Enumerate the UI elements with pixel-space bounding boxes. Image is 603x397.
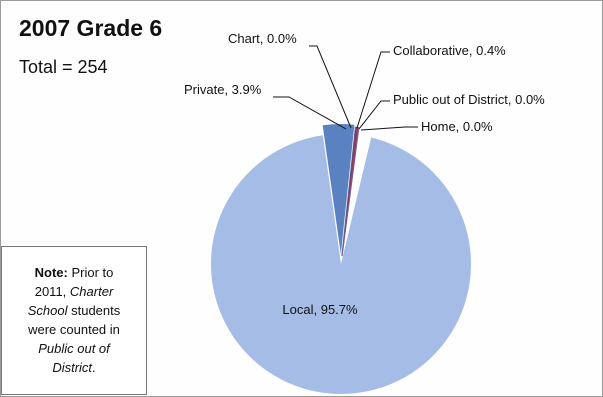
note-box: Note: Prior to 2011, Charter School stud… <box>1 246 147 395</box>
note-text-4: School <box>27 303 68 318</box>
note-text-1: Prior to <box>71 265 114 280</box>
note-text-6: were counted in <box>28 322 120 337</box>
note-text-9: . <box>92 360 96 375</box>
slice-label-collaborative: Collaborative, 0.4% <box>393 43 506 58</box>
pie-slice-private <box>322 124 355 255</box>
slice-label-public-out-of-district: Public out of District, 0.0% <box>393 92 545 107</box>
note-text-3: Charter <box>69 284 114 299</box>
slice-label-private: Private, 3.9% <box>184 82 262 97</box>
leader-line-home <box>360 126 418 131</box>
pie-slices <box>211 124 472 394</box>
chart-subtitle: Total = 254 <box>19 57 108 77</box>
leader-lines <box>273 45 418 131</box>
slice-label-home: Home, 0.0% <box>421 119 493 134</box>
pie-slice-home <box>341 127 360 257</box>
slice-label-local: Local, 95.7% <box>282 302 358 317</box>
note-label: Note: <box>34 265 68 280</box>
note-text-5: students <box>71 303 121 318</box>
note-text-8: District <box>52 360 93 375</box>
chart-title: 2007 Grade 6 <box>19 15 163 41</box>
note-text-7: Public out of <box>38 341 110 356</box>
leader-line-public-out-of-district <box>358 100 390 130</box>
slice-labels: Local, 95.7% Private, 3.9% Chart, 0.0% Coll… <box>184 31 545 317</box>
pie-slice-local <box>211 135 472 394</box>
note-text-2: 2011, <box>34 284 67 299</box>
leader-line-collaborative <box>356 51 390 129</box>
leader-line-chart <box>309 45 352 129</box>
leader-line-private <box>273 96 347 130</box>
pie-slice-chart <box>341 126 356 257</box>
slice-label-chart: Chart, 0.0% <box>228 31 297 46</box>
